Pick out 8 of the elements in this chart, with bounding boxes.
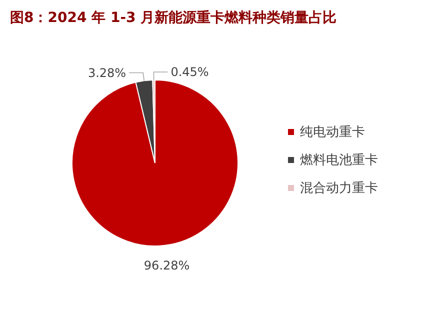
- legend-label: 混合动力重卡: [300, 181, 378, 196]
- legend-label: 燃料电池重卡: [300, 153, 378, 168]
- chart-title: 图8：2024 年 1-3 月新能源重卡燃料种类销量占比: [10, 9, 337, 26]
- data-label: 96.28%: [144, 258, 190, 272]
- data-label: 3.28%: [88, 66, 126, 80]
- legend-label: 纯电动重卡: [300, 125, 365, 140]
- data-label: 0.45%: [170, 65, 209, 80]
- pie-slice: [72, 80, 238, 246]
